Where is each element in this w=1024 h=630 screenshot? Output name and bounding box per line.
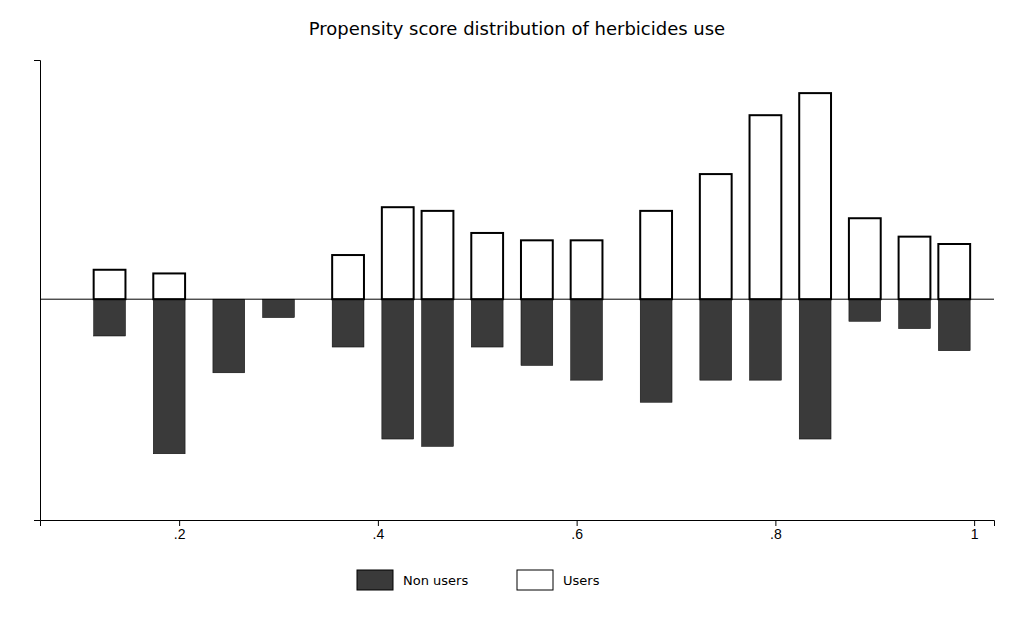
bar <box>799 93 831 299</box>
bar <box>640 299 672 402</box>
zero-line <box>40 299 994 300</box>
x-tick: .6 <box>571 520 583 542</box>
legend-item: Non users <box>357 570 468 590</box>
bar <box>332 255 364 299</box>
bar <box>521 240 553 299</box>
x-tick: .2 <box>174 520 186 542</box>
bar <box>849 299 881 321</box>
bar <box>153 273 185 299</box>
bar-series <box>94 93 970 299</box>
x-tick-label: 1 <box>971 526 979 542</box>
bar <box>938 244 970 299</box>
bar <box>899 237 931 300</box>
bar <box>521 299 553 365</box>
bar <box>640 211 672 299</box>
plot-area <box>40 93 994 454</box>
bar <box>422 299 454 446</box>
bar <box>571 299 603 380</box>
legend-swatch <box>517 570 553 590</box>
bar <box>382 299 414 439</box>
legend-label: Users <box>563 573 600 588</box>
x-tick-label: .2 <box>174 526 186 542</box>
bar <box>382 207 414 299</box>
bar <box>750 299 782 380</box>
bar <box>471 299 503 347</box>
x-tick-label: .4 <box>373 526 385 542</box>
bar <box>849 218 881 299</box>
x-tick: .8 <box>770 520 782 542</box>
bar <box>263 299 295 317</box>
y-axis <box>34 61 41 521</box>
bar <box>799 299 831 439</box>
bar <box>471 233 503 299</box>
bar <box>94 270 126 299</box>
x-tick-label: .6 <box>571 526 583 542</box>
y-axis-line <box>34 61 41 521</box>
x-tick: .4 <box>373 520 385 542</box>
legend-label: Non users <box>403 573 468 588</box>
bar <box>571 240 603 299</box>
bar <box>700 299 732 380</box>
x-tick-label: .8 <box>770 526 782 542</box>
bar <box>422 211 454 299</box>
bar-series <box>94 299 970 454</box>
bar <box>94 299 126 336</box>
bar <box>938 299 970 351</box>
x-axis: .2 .4 .6 .8 1 <box>41 520 995 542</box>
title: Propensity score distribution of herbici… <box>309 18 725 39</box>
chart: Propensity score distribution of herbici… <box>0 0 1024 630</box>
bar <box>332 299 364 347</box>
bar <box>153 299 185 454</box>
bar <box>213 299 245 373</box>
bar <box>700 174 732 299</box>
legend-item: Users <box>517 570 600 590</box>
bar <box>750 115 782 299</box>
legend: Non users Users <box>357 570 600 590</box>
legend-swatch <box>357 570 393 590</box>
bar <box>899 299 931 328</box>
x-tick: 1 <box>971 520 979 542</box>
